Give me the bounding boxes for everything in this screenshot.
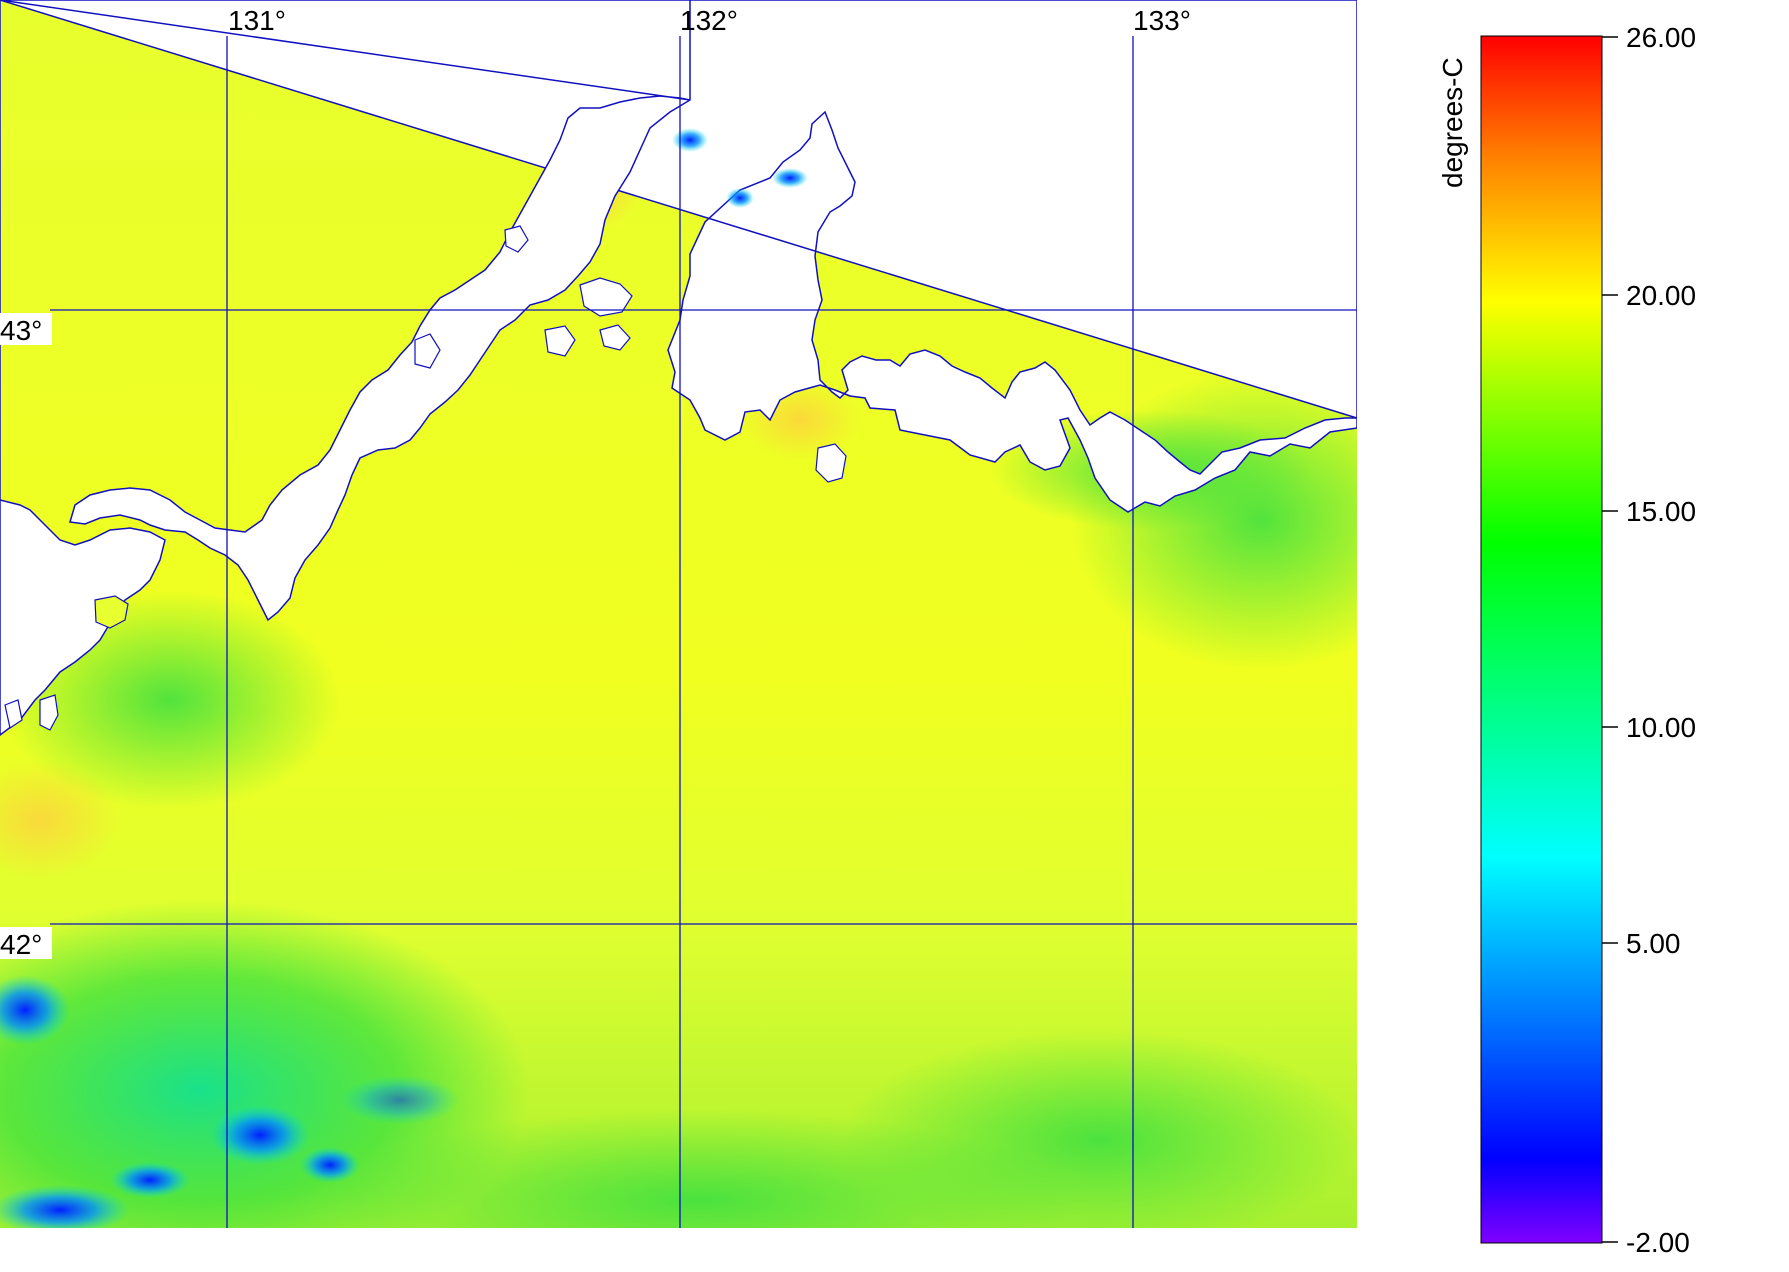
sst-cold-spot	[210, 1105, 310, 1165]
colorbar-tick-label: 5.00	[1626, 928, 1681, 959]
island	[599, 324, 631, 351]
island	[414, 333, 441, 369]
sst-cool-region-south	[840, 1030, 1357, 1228]
sst-cold-spot	[340, 1075, 460, 1125]
island	[94, 595, 129, 629]
lon-label-133: 133°	[1133, 5, 1191, 36]
lat-label-42-bg	[0, 927, 52, 959]
colorbar-tick-label: 20.00	[1626, 280, 1696, 311]
colorbar-tick-label: 26.00	[1626, 22, 1696, 53]
colorbar-ticks	[1602, 36, 1618, 1243]
lat-label-42: 42°	[0, 929, 42, 960]
graticule	[50, 36, 1357, 1228]
colorbar-tick-label: -2.00	[1626, 1227, 1690, 1258]
island	[544, 325, 576, 357]
colorbar-tick-label: 10.00	[1626, 712, 1696, 743]
island	[504, 225, 529, 253]
sst-cold-spot	[0, 1185, 130, 1228]
lat-label-43: 43°	[0, 315, 42, 346]
sst-cold-spot	[0, 975, 70, 1045]
lon-label-132: 132°	[680, 5, 738, 36]
land-mass	[0, 0, 691, 622]
sst-cold-spot	[672, 128, 708, 152]
colorbar-unit-label: degrees-C	[1437, 57, 1468, 188]
colorbar-gradient	[1480, 35, 1603, 1244]
colorbar: degrees-C 26.00 20.00 15.00 10.00 5.00 -…	[1437, 22, 1696, 1258]
sst-map-panel	[0, 0, 1357, 1228]
island	[4, 699, 23, 729]
land-mass	[0, 0, 1357, 513]
sst-cold-spot	[772, 168, 808, 188]
sst-cold-spot	[110, 1162, 190, 1198]
lat-label-43-bg	[0, 313, 52, 345]
island	[39, 694, 59, 731]
colorbar-tick-label: 15.00	[1626, 496, 1696, 527]
island	[579, 277, 633, 317]
sst-cold-spot	[300, 1147, 360, 1183]
lon-label-131: 131°	[228, 5, 286, 36]
sst-cold-spot	[726, 188, 754, 208]
island	[815, 443, 847, 483]
land-mass	[0, 0, 166, 736]
